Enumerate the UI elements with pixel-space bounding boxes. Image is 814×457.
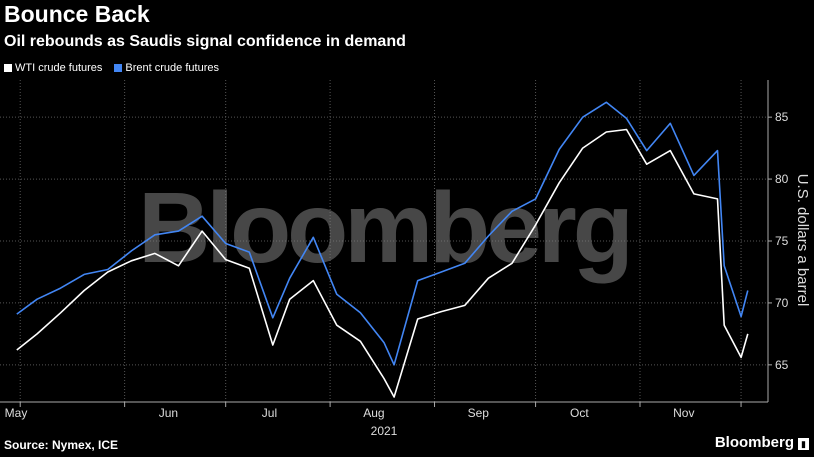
series-line-brent: [16, 101, 749, 366]
legend-swatch-brent: [114, 64, 123, 72]
y-tick-label-80: 80: [775, 172, 789, 186]
y-tick-label-65: 65: [775, 358, 789, 372]
chart-subtitle: Oil rebounds as Saudis signal confidence…: [4, 33, 406, 50]
legend-item-brent: Brent crude futures: [114, 62, 219, 74]
x-tick-label-sep: Sep: [468, 406, 490, 420]
y-tick-label-75: 75: [775, 234, 789, 248]
y-tick-label-70: 70: [775, 296, 789, 310]
legend-label-brent: Brent crude futures: [125, 62, 219, 74]
x-axis-label: 2021: [371, 424, 398, 438]
legend-swatch-wti: [4, 64, 12, 72]
chart-title: Bounce Back: [4, 1, 150, 27]
legend-item-wti: WTI crude futures: [4, 62, 102, 74]
chart-icon: ▮: [798, 438, 809, 450]
x-tick-label-nov: Nov: [673, 406, 694, 420]
x-tick-label-aug: Aug: [363, 406, 384, 420]
legend-label-wti: WTI crude futures: [15, 62, 103, 74]
legend: WTI crude futures Brent crude futures: [4, 62, 219, 74]
y-axis-label: U.S. dollars a barrel: [794, 174, 811, 307]
series-line-wti: [16, 128, 749, 398]
x-tick-label-may: May: [5, 406, 28, 420]
x-tick-label-jun: Jun: [159, 406, 178, 420]
x-tick-label-jul: Jul: [262, 406, 277, 420]
brand-logo: Bloomberg: [714, 434, 794, 451]
x-tick-label-oct: Oct: [570, 406, 589, 420]
watermark: Bloomberg: [138, 172, 630, 284]
y-tick-label-85: 85: [775, 110, 789, 124]
source-note: Source: Nymex, ICE: [4, 438, 119, 452]
